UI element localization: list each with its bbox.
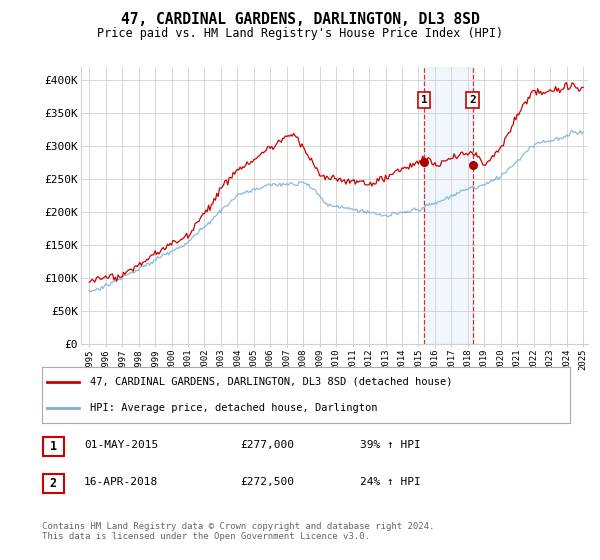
Text: 1: 1 (50, 440, 57, 454)
Text: £277,000: £277,000 (240, 440, 294, 450)
Text: 16-APR-2018: 16-APR-2018 (84, 477, 158, 487)
Text: HPI: Average price, detached house, Darlington: HPI: Average price, detached house, Darl… (89, 403, 377, 413)
Text: Price paid vs. HM Land Registry's House Price Index (HPI): Price paid vs. HM Land Registry's House … (97, 27, 503, 40)
Text: Contains HM Land Registry data © Crown copyright and database right 2024.
This d: Contains HM Land Registry data © Crown c… (42, 522, 434, 542)
Bar (424, 67, 473, 344)
Text: 39% ↑ HPI: 39% ↑ HPI (360, 440, 421, 450)
Text: 2: 2 (50, 477, 57, 490)
Text: 47, CARDINAL GARDENS, DARLINGTON, DL3 8SD (detached house): 47, CARDINAL GARDENS, DARLINGTON, DL3 8S… (89, 377, 452, 387)
Text: 47, CARDINAL GARDENS, DARLINGTON, DL3 8SD: 47, CARDINAL GARDENS, DARLINGTON, DL3 8S… (121, 12, 479, 27)
FancyBboxPatch shape (43, 437, 64, 456)
Text: 01-MAY-2015: 01-MAY-2015 (84, 440, 158, 450)
Text: 2: 2 (469, 95, 476, 105)
Text: 1: 1 (421, 95, 427, 105)
Text: £272,500: £272,500 (240, 477, 294, 487)
Text: 24% ↑ HPI: 24% ↑ HPI (360, 477, 421, 487)
FancyBboxPatch shape (43, 474, 64, 493)
